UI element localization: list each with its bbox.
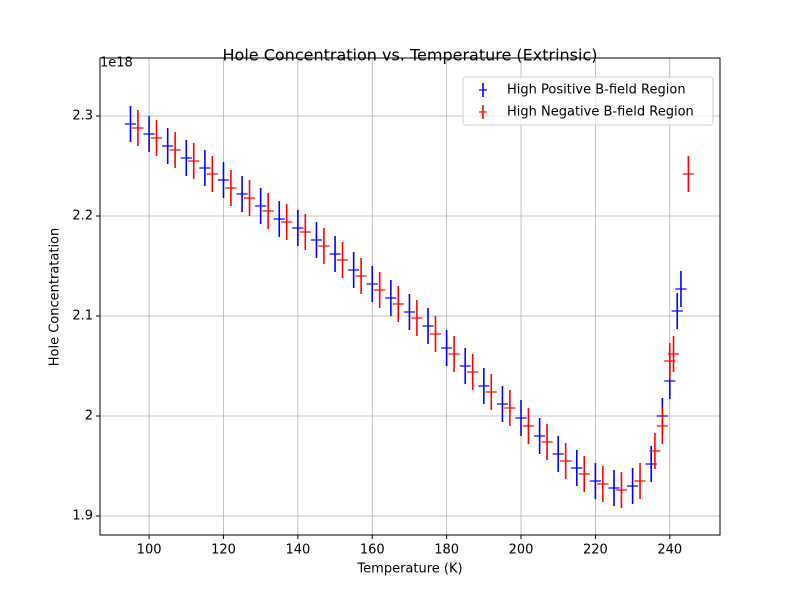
error-point <box>578 456 590 492</box>
error-point <box>560 443 572 479</box>
error-point <box>627 468 639 504</box>
error-point <box>385 280 397 316</box>
error-point <box>348 252 360 288</box>
x-tick-label: 140 <box>285 543 310 558</box>
error-point <box>124 106 137 142</box>
error-point <box>467 354 479 390</box>
error-point <box>597 466 609 502</box>
error-point <box>150 120 163 156</box>
error-point <box>162 128 174 164</box>
y-tick-label: 2.3 <box>72 109 93 124</box>
legend: High Positive B-field Region High Negativ… <box>462 76 714 126</box>
error-point <box>336 242 349 278</box>
error-point <box>299 214 311 250</box>
error-point <box>262 193 274 229</box>
error-point <box>485 374 497 410</box>
error-point <box>292 210 304 246</box>
error-point <box>422 308 434 344</box>
x-tick-label: 180 <box>434 543 459 558</box>
error-point <box>634 463 646 499</box>
x-tick-label: 120 <box>211 543 236 558</box>
error-point <box>374 272 386 308</box>
x-tick-label: 200 <box>509 543 534 558</box>
error-point <box>478 368 490 404</box>
error-point <box>169 132 181 168</box>
error-point <box>552 436 564 472</box>
legend-box <box>462 76 714 126</box>
y-tick-label: 2.2 <box>72 209 93 224</box>
error-point <box>225 170 237 206</box>
error-point <box>441 330 453 366</box>
error-point <box>522 408 535 444</box>
error-point <box>541 424 553 460</box>
error-point <box>366 266 378 302</box>
error-point <box>667 336 680 372</box>
y-tick-label: 1.9 <box>72 509 93 524</box>
error-point <box>403 294 416 330</box>
error-point <box>429 316 442 352</box>
error-point <box>411 300 423 336</box>
plot-frame <box>99 57 721 536</box>
legend-label: High Negative B-field Region <box>507 105 694 120</box>
error-point <box>236 176 248 212</box>
x-tick-label: 100 <box>137 543 162 558</box>
x-axis-label: Temperature (K) <box>356 562 462 577</box>
y-tick-label: 2 <box>85 409 93 424</box>
error-point <box>143 116 155 152</box>
error-point <box>571 450 583 486</box>
error-point <box>206 156 218 192</box>
error-point <box>656 408 668 444</box>
error-point <box>132 110 144 146</box>
error-point <box>448 336 460 372</box>
y-axis-label: Hole Concentratation <box>48 228 63 367</box>
error-point <box>671 293 683 329</box>
error-point <box>649 433 661 469</box>
error-point <box>504 390 516 426</box>
error-point <box>608 470 620 506</box>
legend-label: High Positive B-field Region <box>507 83 686 98</box>
error-point <box>329 236 341 272</box>
error-point <box>243 180 256 216</box>
error-point <box>459 348 471 384</box>
error-point <box>392 286 404 322</box>
error-point <box>355 258 367 294</box>
error-point <box>496 386 509 422</box>
error-point <box>310 222 323 258</box>
x-tick-label: 160 <box>360 543 385 558</box>
error-point <box>273 201 285 237</box>
error-point <box>675 271 687 307</box>
chart-title: Hole Concentration vs. Temperature (Extr… <box>223 46 598 65</box>
y-tick-label: 2.1 <box>72 309 93 324</box>
x-tick-label: 220 <box>583 543 608 558</box>
error-point <box>217 162 230 198</box>
error-point <box>281 204 293 240</box>
y-offset-label: 1e18 <box>100 56 133 71</box>
error-point <box>615 472 628 508</box>
error-point <box>180 140 192 176</box>
x-tick-label: 240 <box>657 543 682 558</box>
error-point <box>188 143 200 179</box>
error-point <box>199 150 211 186</box>
error-point <box>318 228 330 264</box>
error-point <box>515 400 527 436</box>
error-point <box>682 156 694 192</box>
error-point <box>589 463 601 499</box>
error-point <box>255 188 267 224</box>
error-point <box>534 418 546 454</box>
